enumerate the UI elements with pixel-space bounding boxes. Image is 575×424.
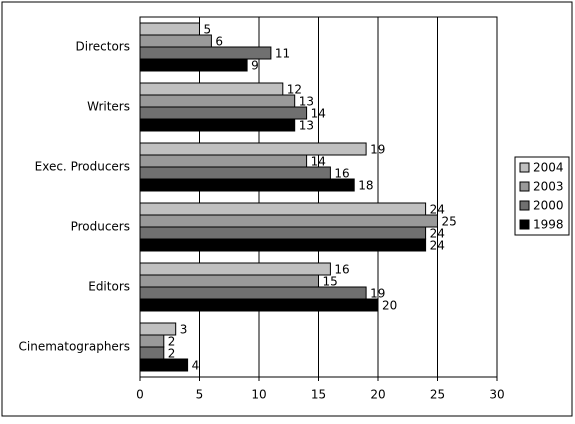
bar — [139, 262, 331, 276]
legend-label: 2000 — [533, 199, 564, 213]
data-label: 6 — [215, 35, 223, 49]
y-tick-label: Exec. Producers — [35, 160, 130, 174]
data-label: 20 — [382, 299, 397, 313]
data-label: 14 — [311, 155, 326, 169]
data-label: 11 — [275, 47, 290, 61]
data-label: 24 — [430, 227, 445, 241]
data-label: 18 — [358, 179, 373, 193]
bar — [139, 82, 284, 96]
bar — [139, 214, 438, 228]
legend-label: 1998 — [533, 218, 564, 232]
bar — [139, 142, 367, 156]
bar — [139, 106, 308, 120]
bar — [139, 346, 165, 360]
x-tick-label: 0 — [136, 388, 144, 402]
y-tick-label: Writers — [87, 100, 130, 114]
bar — [139, 286, 367, 300]
legend-swatch — [519, 200, 530, 211]
data-label: 12 — [287, 83, 302, 97]
bar — [139, 178, 355, 192]
y-tick-label: Cinematographers — [19, 340, 131, 354]
x-tick-label: 20 — [370, 388, 385, 402]
bar — [139, 202, 427, 216]
data-label: 9 — [251, 59, 259, 73]
data-label: 16 — [334, 263, 349, 277]
data-label: 13 — [299, 95, 314, 109]
data-label: 13 — [299, 119, 314, 133]
x-tick-label: 5 — [196, 388, 204, 402]
data-label: 3 — [180, 323, 188, 337]
x-tick-label: 25 — [430, 388, 445, 402]
bar — [139, 322, 177, 336]
x-tick-label: 15 — [311, 388, 326, 402]
data-label: 4 — [192, 359, 200, 373]
bar — [139, 34, 212, 48]
data-label: 24 — [430, 203, 445, 217]
x-tick-label: 10 — [251, 388, 266, 402]
bar — [139, 118, 296, 132]
legend-swatch — [519, 162, 530, 173]
data-label: 2 — [168, 347, 176, 361]
data-label: 19 — [370, 143, 385, 157]
legend-label: 2004 — [533, 161, 564, 175]
data-label: 24 — [430, 239, 445, 253]
bar — [139, 166, 331, 180]
legend-swatch — [519, 181, 530, 192]
data-label: 19 — [370, 287, 385, 301]
bar — [139, 22, 200, 36]
data-label: 16 — [334, 167, 349, 181]
bar — [139, 298, 379, 312]
data-label: 25 — [442, 215, 457, 229]
y-tick-label: Directors — [76, 40, 130, 54]
bar — [139, 94, 296, 108]
data-label: 15 — [323, 275, 338, 289]
bar — [139, 58, 248, 72]
legend-label: 2003 — [533, 180, 564, 194]
bar — [139, 238, 427, 252]
legend-swatch — [519, 219, 530, 230]
bar — [139, 46, 272, 60]
data-label: 2 — [168, 335, 176, 349]
bar — [139, 226, 427, 240]
data-label: 14 — [311, 107, 326, 121]
bar — [139, 334, 165, 348]
x-tick-label: 30 — [489, 388, 504, 402]
y-tick-label: Editors — [88, 280, 130, 294]
bar — [139, 358, 189, 372]
data-label: 5 — [204, 23, 212, 37]
bar — [139, 274, 319, 288]
bar — [139, 154, 308, 168]
y-tick-label: Producers — [71, 220, 130, 234]
